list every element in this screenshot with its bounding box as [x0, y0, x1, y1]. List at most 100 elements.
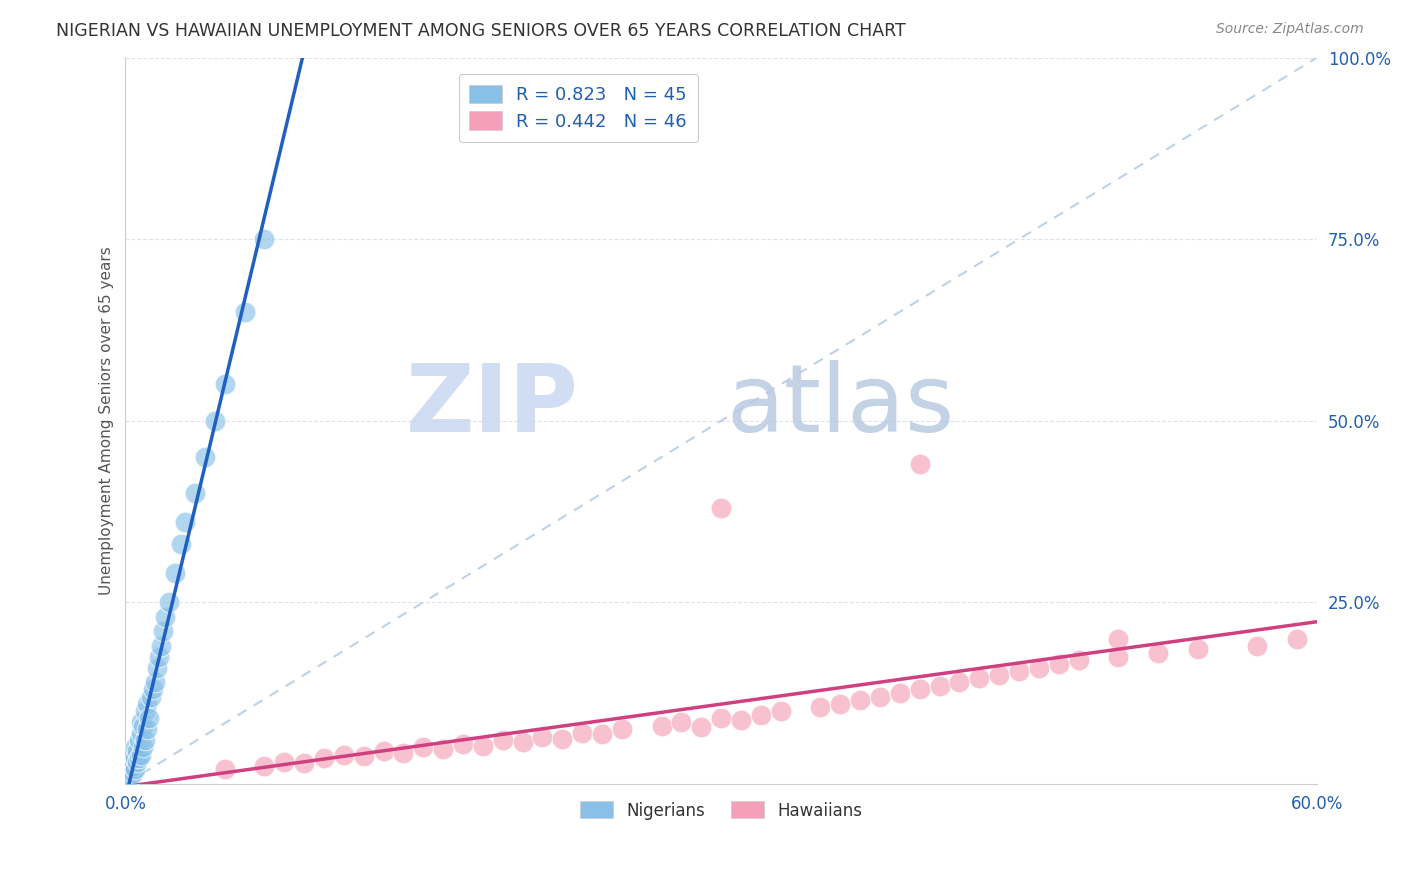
Point — [128, 751, 150, 765]
Point — [132, 740, 155, 755]
Point — [1028, 660, 1050, 674]
Point — [1067, 653, 1090, 667]
Point — [124, 762, 146, 776]
Point — [671, 714, 693, 729]
Point — [710, 711, 733, 725]
Point — [928, 679, 950, 693]
Point — [749, 707, 772, 722]
Point — [392, 746, 415, 760]
Point — [157, 595, 180, 609]
Point — [730, 713, 752, 727]
Point — [152, 624, 174, 639]
Point — [889, 686, 911, 700]
Point — [170, 537, 193, 551]
Point — [253, 232, 276, 246]
Point — [1285, 632, 1308, 646]
Text: NIGERIAN VS HAWAIIAN UNEMPLOYMENT AMONG SENIORS OVER 65 YEARS CORRELATION CHART: NIGERIAN VS HAWAIIAN UNEMPLOYMENT AMONG … — [56, 22, 905, 40]
Point — [120, 762, 142, 776]
Point — [184, 486, 207, 500]
Point — [353, 749, 375, 764]
Point — [142, 682, 165, 697]
Point — [148, 649, 170, 664]
Point — [138, 711, 160, 725]
Point — [174, 516, 197, 530]
Point — [810, 700, 832, 714]
Point — [451, 737, 474, 751]
Point — [124, 751, 146, 765]
Point — [204, 414, 226, 428]
Point — [194, 450, 217, 464]
Point — [512, 734, 534, 748]
Point — [117, 769, 139, 783]
Point — [131, 747, 153, 762]
Point — [118, 765, 141, 780]
Point — [432, 742, 454, 756]
Point — [128, 733, 150, 747]
Point — [531, 730, 554, 744]
Point — [131, 726, 153, 740]
Point — [122, 765, 145, 780]
Point — [988, 668, 1011, 682]
Text: ZIP: ZIP — [405, 360, 578, 452]
Point — [273, 755, 295, 769]
Point — [292, 756, 315, 771]
Point — [830, 697, 852, 711]
Point — [146, 660, 169, 674]
Point — [591, 727, 613, 741]
Point — [118, 771, 141, 785]
Point — [492, 733, 515, 747]
Point — [710, 500, 733, 515]
Point — [312, 751, 335, 765]
Point — [153, 609, 176, 624]
Point — [136, 697, 159, 711]
Point — [869, 690, 891, 704]
Point — [373, 744, 395, 758]
Point — [769, 704, 792, 718]
Point — [551, 731, 574, 746]
Point — [690, 720, 713, 734]
Point — [134, 704, 156, 718]
Point — [131, 714, 153, 729]
Point — [253, 758, 276, 772]
Point — [908, 457, 931, 471]
Point — [122, 758, 145, 772]
Point — [571, 726, 593, 740]
Point — [1246, 639, 1268, 653]
Point — [412, 740, 434, 755]
Point — [136, 723, 159, 737]
Point — [120, 755, 142, 769]
Point — [1008, 664, 1031, 678]
Text: Source: ZipAtlas.com: Source: ZipAtlas.com — [1216, 22, 1364, 37]
Point — [948, 675, 970, 690]
Point — [1047, 657, 1070, 671]
Point — [134, 733, 156, 747]
Point — [150, 639, 173, 653]
Point — [214, 762, 236, 776]
Point — [849, 693, 872, 707]
Point — [141, 690, 163, 704]
Point — [610, 723, 633, 737]
Text: atlas: atlas — [725, 360, 955, 452]
Point — [969, 672, 991, 686]
Point — [651, 719, 673, 733]
Point — [233, 305, 256, 319]
Point — [143, 675, 166, 690]
Point — [1187, 642, 1209, 657]
Y-axis label: Unemployment Among Seniors over 65 years: Unemployment Among Seniors over 65 years — [100, 246, 114, 595]
Point — [127, 755, 149, 769]
Point — [1107, 649, 1129, 664]
Point — [127, 744, 149, 758]
Point — [214, 377, 236, 392]
Point — [471, 739, 494, 753]
Point — [1107, 632, 1129, 646]
Point — [908, 682, 931, 697]
Point — [124, 740, 146, 755]
Point — [120, 769, 142, 783]
Point — [122, 747, 145, 762]
Point — [132, 719, 155, 733]
Point — [117, 773, 139, 788]
Point — [1147, 646, 1170, 660]
Point — [333, 747, 356, 762]
Point — [165, 566, 187, 581]
Legend: Nigerians, Hawaiians: Nigerians, Hawaiians — [574, 795, 869, 826]
